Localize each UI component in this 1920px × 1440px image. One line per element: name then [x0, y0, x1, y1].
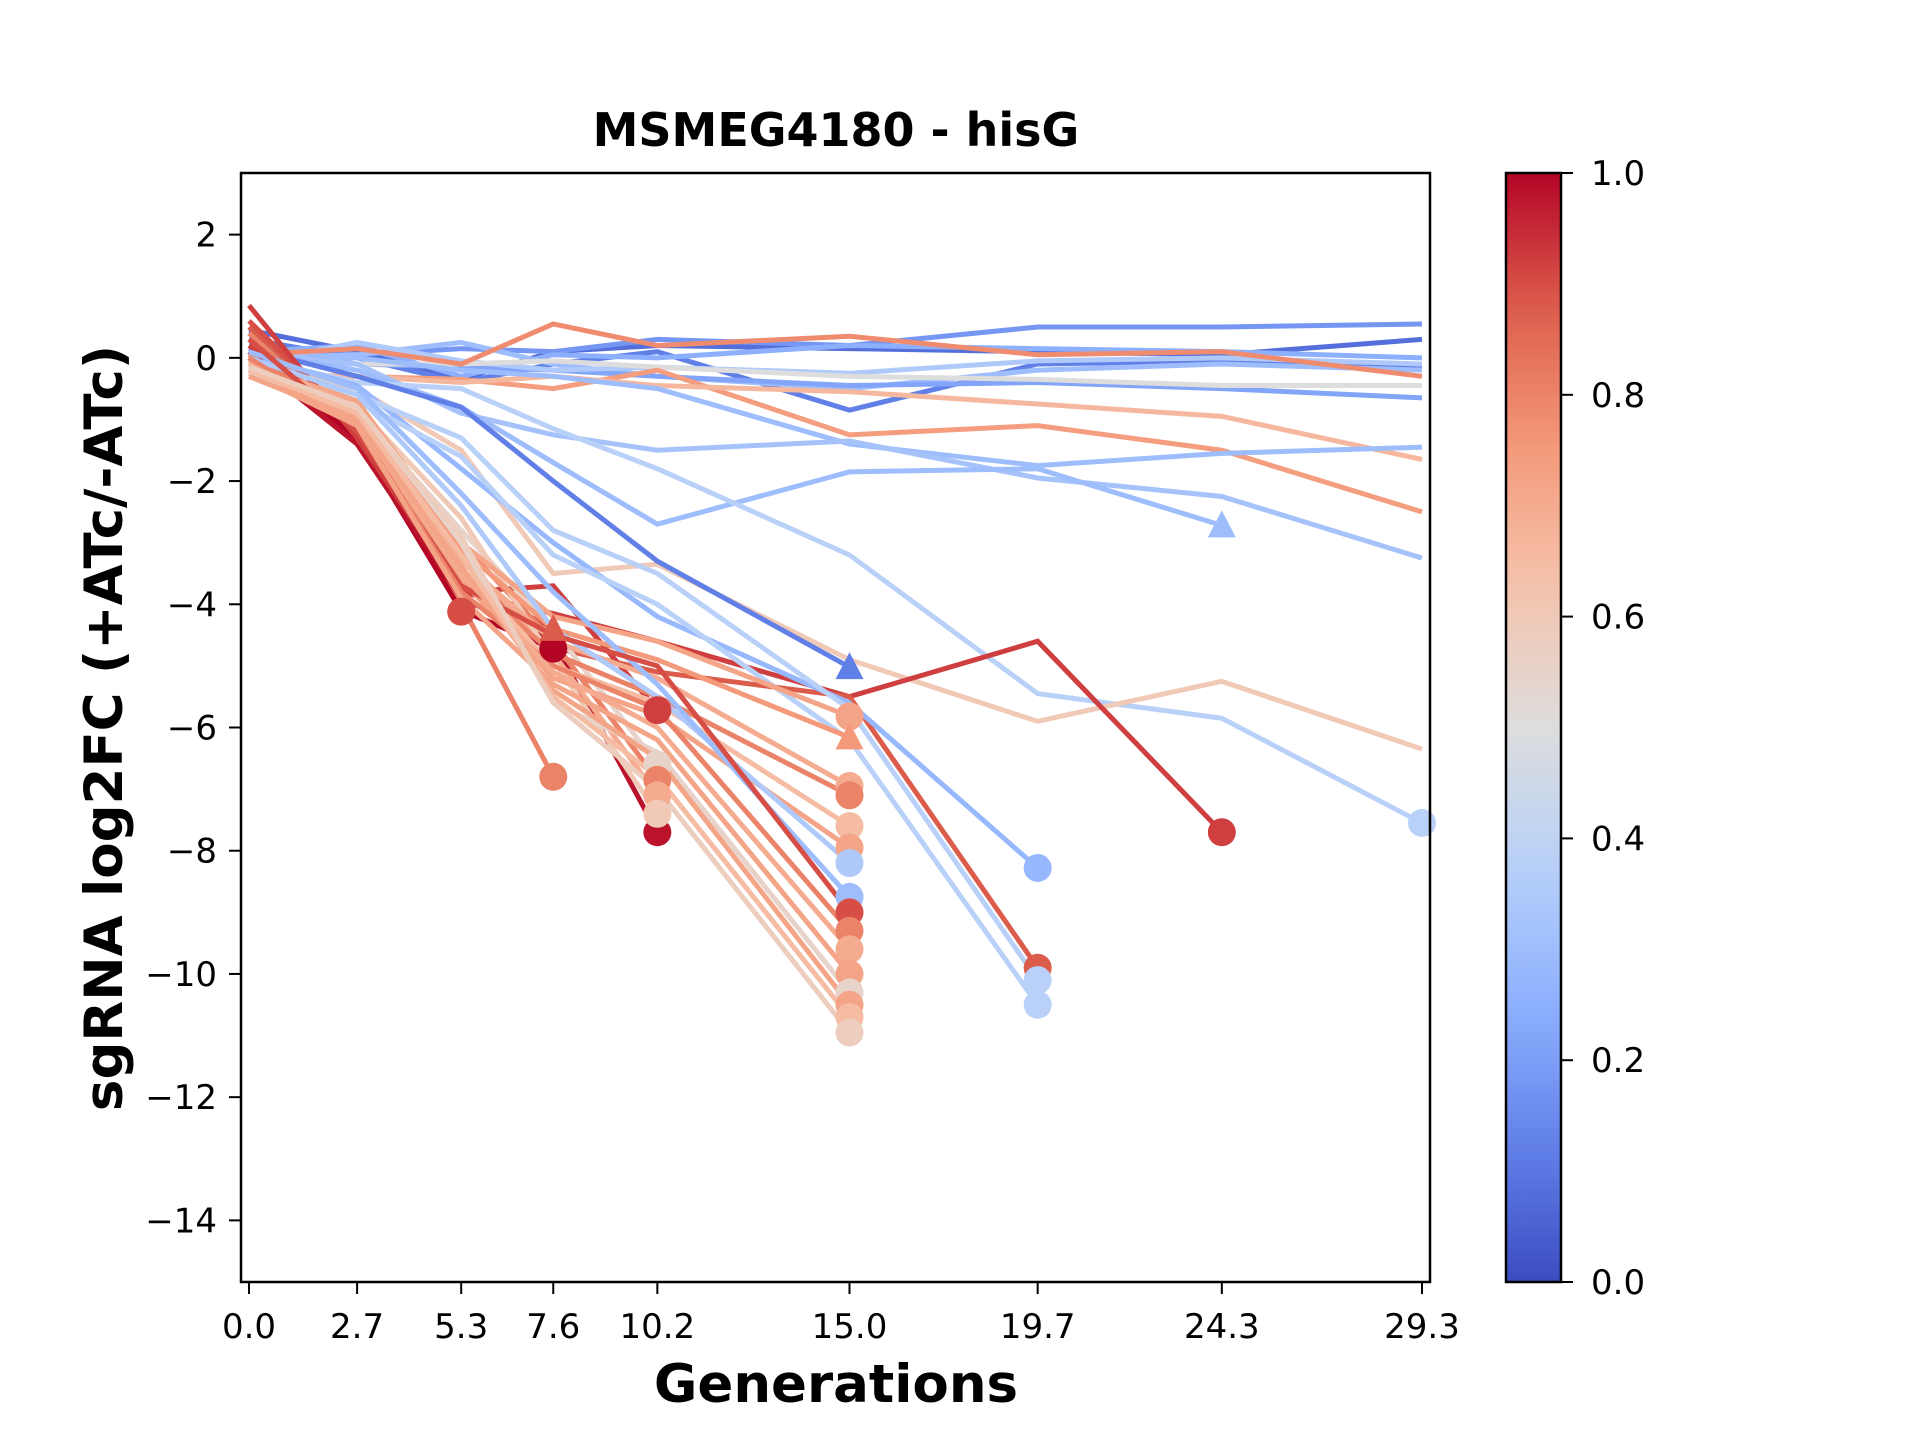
series-line-sgRNA-24: [247, 331, 556, 778]
series-line-sgRNA-48: [248, 364, 852, 1035]
colorbar-tick-label: 0.8: [1591, 376, 1645, 416]
plot-markers: [447, 510, 1436, 1047]
series-line-sgRNA-47: [248, 367, 852, 1019]
x-tick-label: 15.0: [812, 1307, 888, 1347]
end-point-circle-sgRNA-22: [1023, 990, 1052, 1019]
y-tick-label: −8: [167, 832, 217, 872]
end-point-circle-sgRNA-25: [539, 634, 568, 663]
series-line-sgRNA-40: [248, 349, 852, 899]
series-line-sgRNA-12: [249, 355, 1423, 469]
y-tick-label: −2: [167, 462, 217, 502]
x-tick-label: 2.7: [330, 1307, 384, 1347]
end-point-circle-sgRNA-37: [835, 812, 864, 841]
series-line-sgRNA-44: [247, 367, 852, 976]
end-point-circle-sgRNA-28: [643, 696, 672, 725]
y-axis-label: sgRNA log2FC (+ATc/-ATc): [74, 345, 135, 1111]
end-point-circle-sgRNA-33: [835, 702, 864, 731]
x-tick-label: 7.6: [526, 1307, 580, 1347]
y-tick-label: −14: [145, 1201, 217, 1241]
series-line-sgRNA-14: [248, 349, 1223, 528]
y-tick-label: −6: [167, 709, 217, 749]
colorbar-tick-label: 0.4: [1591, 819, 1645, 859]
end-point-circle-sgRNA-36: [835, 781, 864, 810]
series-line-sgRNA-37: [248, 367, 851, 829]
x-tick-label: 29.3: [1384, 1307, 1460, 1347]
x-tick-label: 5.3: [434, 1307, 488, 1347]
end-point-circle-sgRNA-24: [539, 762, 568, 791]
colorbar-tick-label: 0.2: [1591, 1041, 1645, 1081]
y-tick-label: −10: [145, 955, 217, 995]
x-tick-label: 10.2: [619, 1307, 695, 1347]
series-line-sgRNA-33: [248, 361, 851, 719]
end-point-triangle-sgRNA-17: [835, 652, 864, 680]
y-tick-label: 0: [195, 339, 217, 379]
colorbar-axis: 0.0 0.2 0.4 0.6 0.8 1.0: [1561, 154, 1645, 1303]
series-line-sgRNA-39: [248, 355, 852, 865]
x-axis-label: Generations: [654, 1354, 1018, 1415]
x-tick-label: 24.3: [1184, 1307, 1260, 1347]
x-axis: 0.0 2.7 5.3 7.6 10.2 15.0 19.7 24.3 29.3: [222, 1282, 1460, 1347]
end-point-circle-sgRNA-15: [1407, 808, 1436, 837]
y-tick-label: 2: [195, 216, 217, 256]
colorbar-tick-label: 1.0: [1591, 154, 1645, 194]
series-line-sgRNA-09: [248, 321, 1423, 379]
end-point-circle-sgRNA-43: [835, 935, 864, 964]
y-tick-label: −4: [167, 585, 217, 625]
plot-lines: [247, 303, 1424, 1035]
end-point-circle-sgRNA-18: [1207, 818, 1236, 847]
end-point-circle-sgRNA-20: [1023, 853, 1052, 882]
colorbar-tick-label: 0.0: [1591, 1263, 1645, 1303]
x-tick-label: 19.7: [1000, 1307, 1076, 1347]
end-point-triangle-sgRNA-34: [835, 722, 864, 750]
end-point-circle-sgRNA-32: [643, 799, 672, 828]
end-point-triangle-sgRNA-14: [1207, 510, 1236, 538]
chart-title: MSMEG4180 - hisG: [593, 103, 1080, 157]
series-line-sgRNA-17: [248, 346, 851, 670]
end-point-circle-sgRNA-39: [835, 849, 864, 878]
end-point-circle-sgRNA-21: [1023, 966, 1052, 995]
y-axis: 2 0 −2 −4 −6 −8 −10 −12 −14: [145, 216, 241, 1241]
x-tick-label: 0.0: [222, 1307, 276, 1347]
colorbar: [1504, 171, 1563, 1284]
colorbar-tick-label: 0.6: [1591, 598, 1645, 638]
end-point-circle-sgRNA-48: [835, 1018, 864, 1047]
y-tick-label: −12: [145, 1078, 217, 1118]
end-point-triangle-sgRNA-26: [539, 613, 568, 641]
end-point-circle-sgRNA-23: [447, 597, 476, 626]
